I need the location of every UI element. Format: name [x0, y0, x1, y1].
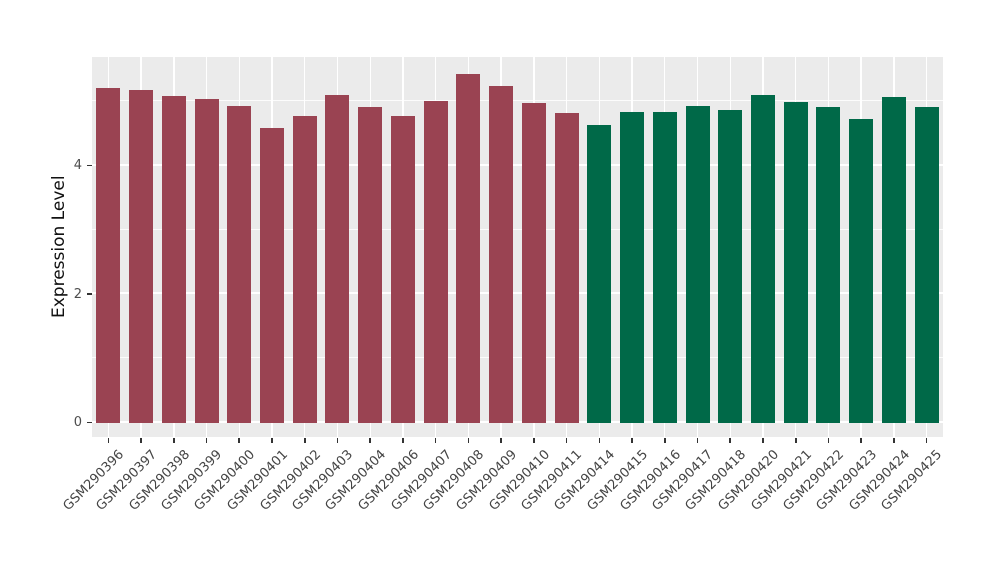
bar	[129, 90, 154, 423]
bar	[227, 105, 252, 423]
minor-gridline	[92, 357, 943, 359]
y-tick-mark	[86, 164, 92, 167]
bar	[554, 112, 579, 423]
x-tick-mark	[402, 437, 404, 443]
y-tick-label: 0	[73, 415, 82, 430]
major-gridline	[92, 292, 943, 294]
x-tick-mark	[336, 437, 339, 443]
x-tick-mark	[565, 437, 568, 443]
y-tick-label: 4	[73, 158, 82, 173]
x-tick-mark	[107, 437, 110, 443]
x-tick-mark	[140, 437, 142, 443]
bar	[750, 94, 775, 423]
minor-gridline	[92, 228, 943, 230]
bar	[652, 112, 677, 423]
bar	[718, 110, 743, 423]
y-tick-mark	[86, 421, 92, 424]
bar	[816, 107, 841, 423]
x-tick-mark	[369, 437, 371, 443]
bar	[292, 116, 317, 423]
bar	[423, 100, 448, 423]
minor-gridline	[92, 100, 943, 102]
bar	[96, 87, 121, 423]
bar	[914, 107, 939, 423]
x-tick-mark	[271, 437, 273, 443]
plot-panel	[92, 57, 943, 437]
bar	[194, 99, 219, 423]
x-tick-mark	[893, 437, 895, 443]
x-tick-mark	[762, 437, 764, 443]
y-tick-mark	[86, 293, 92, 295]
bar	[325, 95, 350, 423]
major-gridline	[92, 420, 943, 423]
bar	[358, 107, 383, 423]
bar	[685, 105, 710, 423]
bar	[521, 103, 546, 423]
bar	[489, 85, 514, 423]
x-tick-mark	[729, 437, 732, 443]
x-tick-mark	[467, 437, 470, 443]
bar	[620, 112, 645, 423]
bar	[390, 116, 415, 423]
x-tick-mark	[631, 437, 633, 443]
bar	[783, 101, 808, 423]
x-tick-mark	[598, 437, 601, 443]
x-tick-mark	[533, 437, 535, 443]
x-tick-mark	[827, 437, 830, 443]
x-tick-mark	[238, 437, 241, 443]
x-tick-mark	[794, 437, 797, 443]
x-tick-mark	[173, 437, 175, 443]
bar	[849, 118, 874, 423]
x-tick-mark	[663, 437, 666, 443]
bar	[587, 125, 612, 423]
bar	[456, 74, 481, 423]
x-tick-mark	[434, 437, 437, 443]
x-tick-mark	[925, 437, 928, 443]
x-tick-mark	[303, 437, 306, 443]
bar	[161, 96, 186, 423]
x-tick-mark	[696, 437, 699, 443]
bar	[260, 127, 285, 423]
x-tick-mark	[500, 437, 502, 443]
x-tick-mark	[205, 437, 208, 443]
x-tick-mark	[860, 437, 862, 443]
y-axis-title: Expression Level	[49, 175, 69, 319]
y-tick-label: 2	[73, 286, 82, 302]
bar	[881, 96, 906, 423]
major-gridline	[92, 163, 943, 166]
